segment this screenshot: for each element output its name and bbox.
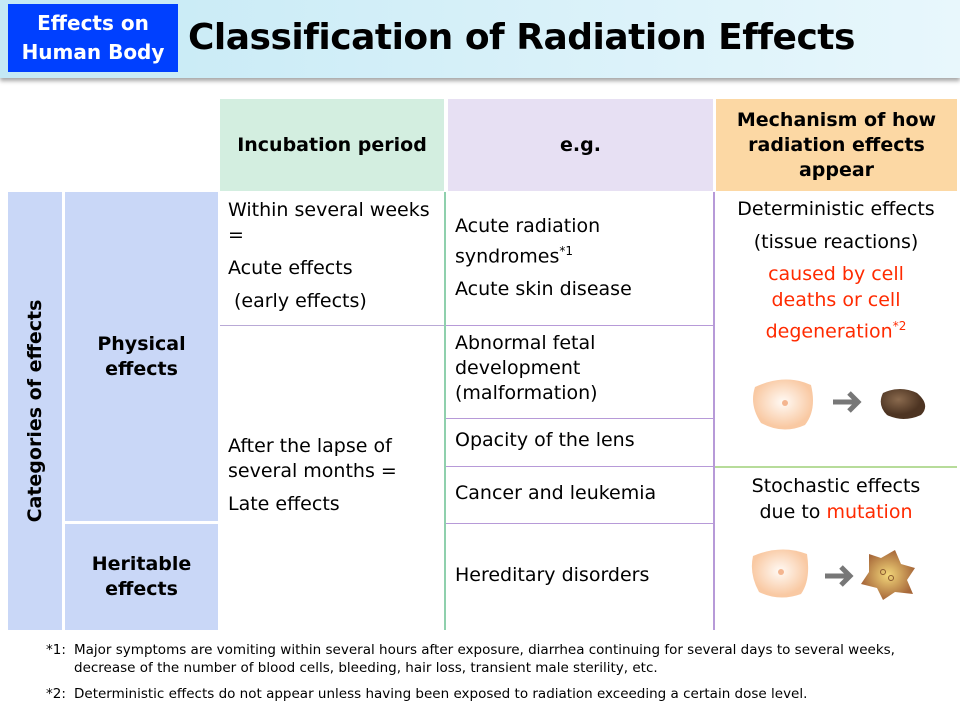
text: Acute effects [228, 257, 353, 279]
text: Acute skin disease [455, 278, 632, 301]
header-incubation: Incubation period [220, 99, 444, 191]
example-acute: Acute radiation syndromes*1 Acute skin d… [447, 210, 707, 306]
footnote-2: *2: Deterministic effects do not appear u… [46, 685, 946, 703]
tag-line: Effects on [37, 11, 149, 35]
footnote-mark: *2: [46, 686, 66, 702]
text: Acute radiation syndromes [455, 215, 601, 268]
footnote-1: *1: Major symptoms are vomiting within se… [46, 641, 946, 677]
categories-label: Categories of effects [23, 299, 46, 523]
cell-death-illustration [753, 379, 926, 430]
dead-cell-icon [880, 389, 926, 419]
footnote-text: Deterministic effects do not appear unle… [74, 686, 808, 702]
divider [446, 466, 714, 467]
arrow-icon [833, 391, 862, 413]
page-title: Classification of Radiation Effects [188, 17, 855, 58]
mutated-cell-icon [861, 550, 915, 600]
footnote-mark: *1: [46, 642, 66, 658]
tag-line: Human Body [21, 40, 165, 64]
arrow-icon [825, 565, 854, 587]
divider [220, 325, 444, 326]
text: Late effects [228, 493, 340, 515]
text: mutation [826, 501, 913, 523]
header-mechanism: Mechanism of how radiation effects appea… [716, 99, 957, 191]
example-fetal: Abnormal fetal development (malformation… [455, 332, 598, 404]
mutation-illustration [751, 549, 915, 600]
divider [713, 192, 715, 630]
example-cancer: Cancer and leukemia [455, 482, 657, 504]
category-column: Categories of effects [8, 192, 62, 630]
text: After the lapse of several months = [228, 435, 397, 482]
mechanism-stochastic: Stochastic effects due to mutation [716, 473, 956, 525]
divider [444, 192, 446, 630]
divider [446, 523, 714, 524]
heritable-effects: Heritable effects [65, 524, 218, 630]
text: Stochastic effects [751, 475, 921, 497]
divider [446, 325, 714, 326]
text: Deterministic effects [737, 198, 935, 220]
text: caused by cell deaths or cell degenerati… [765, 263, 907, 343]
divider [715, 466, 957, 468]
incubation-late: After the lapse of several months = Late… [220, 430, 444, 521]
header-eg: e.g. [448, 99, 713, 191]
physical-effects: Physical effects [65, 192, 218, 521]
example-hereditary: Hereditary disorders [455, 564, 650, 586]
section-tag: Effects on Human Body [8, 4, 178, 72]
footnote-ref: *1 [559, 244, 574, 258]
divider [446, 418, 714, 419]
text: (tissue reactions) [753, 231, 919, 253]
example-lens: Opacity of the lens [455, 429, 635, 451]
footnote-text: Major symptoms are vomiting within sever… [74, 642, 895, 676]
incubation-early: Within several weeks = Acute effects (ea… [220, 194, 444, 318]
text: (early effects) [234, 290, 367, 312]
text: due to [759, 501, 821, 523]
mechanism-deterministic: Deterministic effects (tissue reactions)… [716, 196, 956, 344]
text: Within several weeks = [228, 199, 430, 246]
